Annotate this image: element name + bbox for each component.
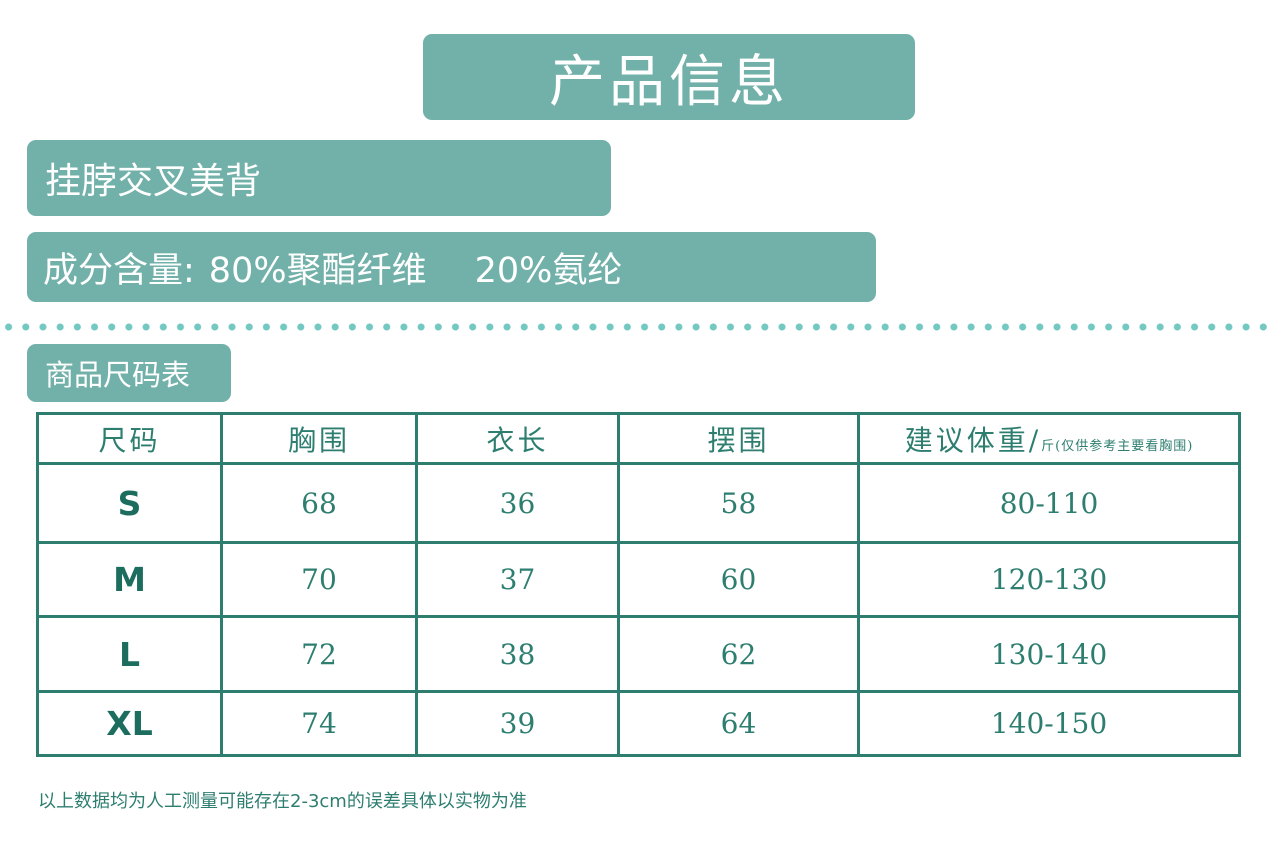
chest-cell: 70 xyxy=(220,541,418,618)
weight-cell: 80-110 xyxy=(857,462,1241,544)
length-cell: 39 xyxy=(415,690,620,757)
header-hem: 摆围 xyxy=(617,412,860,465)
weight-cell: 130-140 xyxy=(857,615,1241,693)
size-cell: XL xyxy=(36,690,223,757)
table-row: M 70 37 60 120-130 xyxy=(36,541,1241,618)
chest-cell: 68 xyxy=(220,462,418,544)
header-chest: 胸围 xyxy=(220,412,418,465)
length-cell: 38 xyxy=(415,615,620,693)
hem-cell: 58 xyxy=(617,462,860,544)
measurement-footnote: 以上数据均为人工测量可能存在2-3cm的误差具体以实物为准 xyxy=(38,791,527,812)
length-cell: 36 xyxy=(415,462,620,544)
header-length: 衣长 xyxy=(415,412,620,465)
table-row: XL 74 39 64 140-150 xyxy=(36,690,1241,757)
hem-cell: 60 xyxy=(617,541,860,618)
header-weight: 建议体重/斤(仅供参考主要看胸围) xyxy=(857,412,1241,465)
page-title-banner: 产品信息 xyxy=(423,34,915,120)
size-cell: S xyxy=(36,462,223,544)
weight-cell: 140-150 xyxy=(857,690,1241,757)
material-part2: 20%氨纶 xyxy=(474,250,623,291)
size-cell: L xyxy=(36,615,223,693)
chest-cell: 74 xyxy=(220,690,418,757)
header-size: 尺码 xyxy=(36,412,223,465)
material-banner: 成分含量: 80%聚酯纤维 20%氨纶 xyxy=(27,232,876,302)
table-header-row: 尺码 胸围 衣长 摆围 建议体重/斤(仅供参考主要看胸围) xyxy=(36,412,1241,465)
size-chart-title: 商品尺码表 xyxy=(45,358,191,392)
product-name: 挂脖交叉美背 xyxy=(45,161,262,202)
hem-cell: 64 xyxy=(617,690,860,757)
material-label: 成分含量: xyxy=(43,250,195,291)
table-row: S 68 36 58 80-110 xyxy=(36,462,1241,544)
hem-cell: 62 xyxy=(617,615,860,693)
table-row: L 72 38 62 130-140 xyxy=(36,615,1241,693)
header-weight-note: 斤(仅供参考主要看胸围) xyxy=(1041,438,1194,454)
size-chart-title-banner: 商品尺码表 xyxy=(27,344,231,402)
product-name-banner: 挂脖交叉美背 xyxy=(27,140,611,216)
material-part1: 80%聚酯纤维 xyxy=(208,250,427,291)
chest-cell: 72 xyxy=(220,615,418,693)
page-title: 产品信息 xyxy=(549,49,789,115)
weight-cell: 120-130 xyxy=(857,541,1241,618)
length-cell: 37 xyxy=(415,541,620,618)
size-table: 尺码 胸围 衣长 摆围 建议体重/斤(仅供参考主要看胸围) S 68 36 58… xyxy=(36,412,1241,757)
dotted-divider xyxy=(0,322,1275,332)
size-cell: M xyxy=(36,541,223,618)
header-weight-label: 建议体重/ xyxy=(904,423,1042,457)
